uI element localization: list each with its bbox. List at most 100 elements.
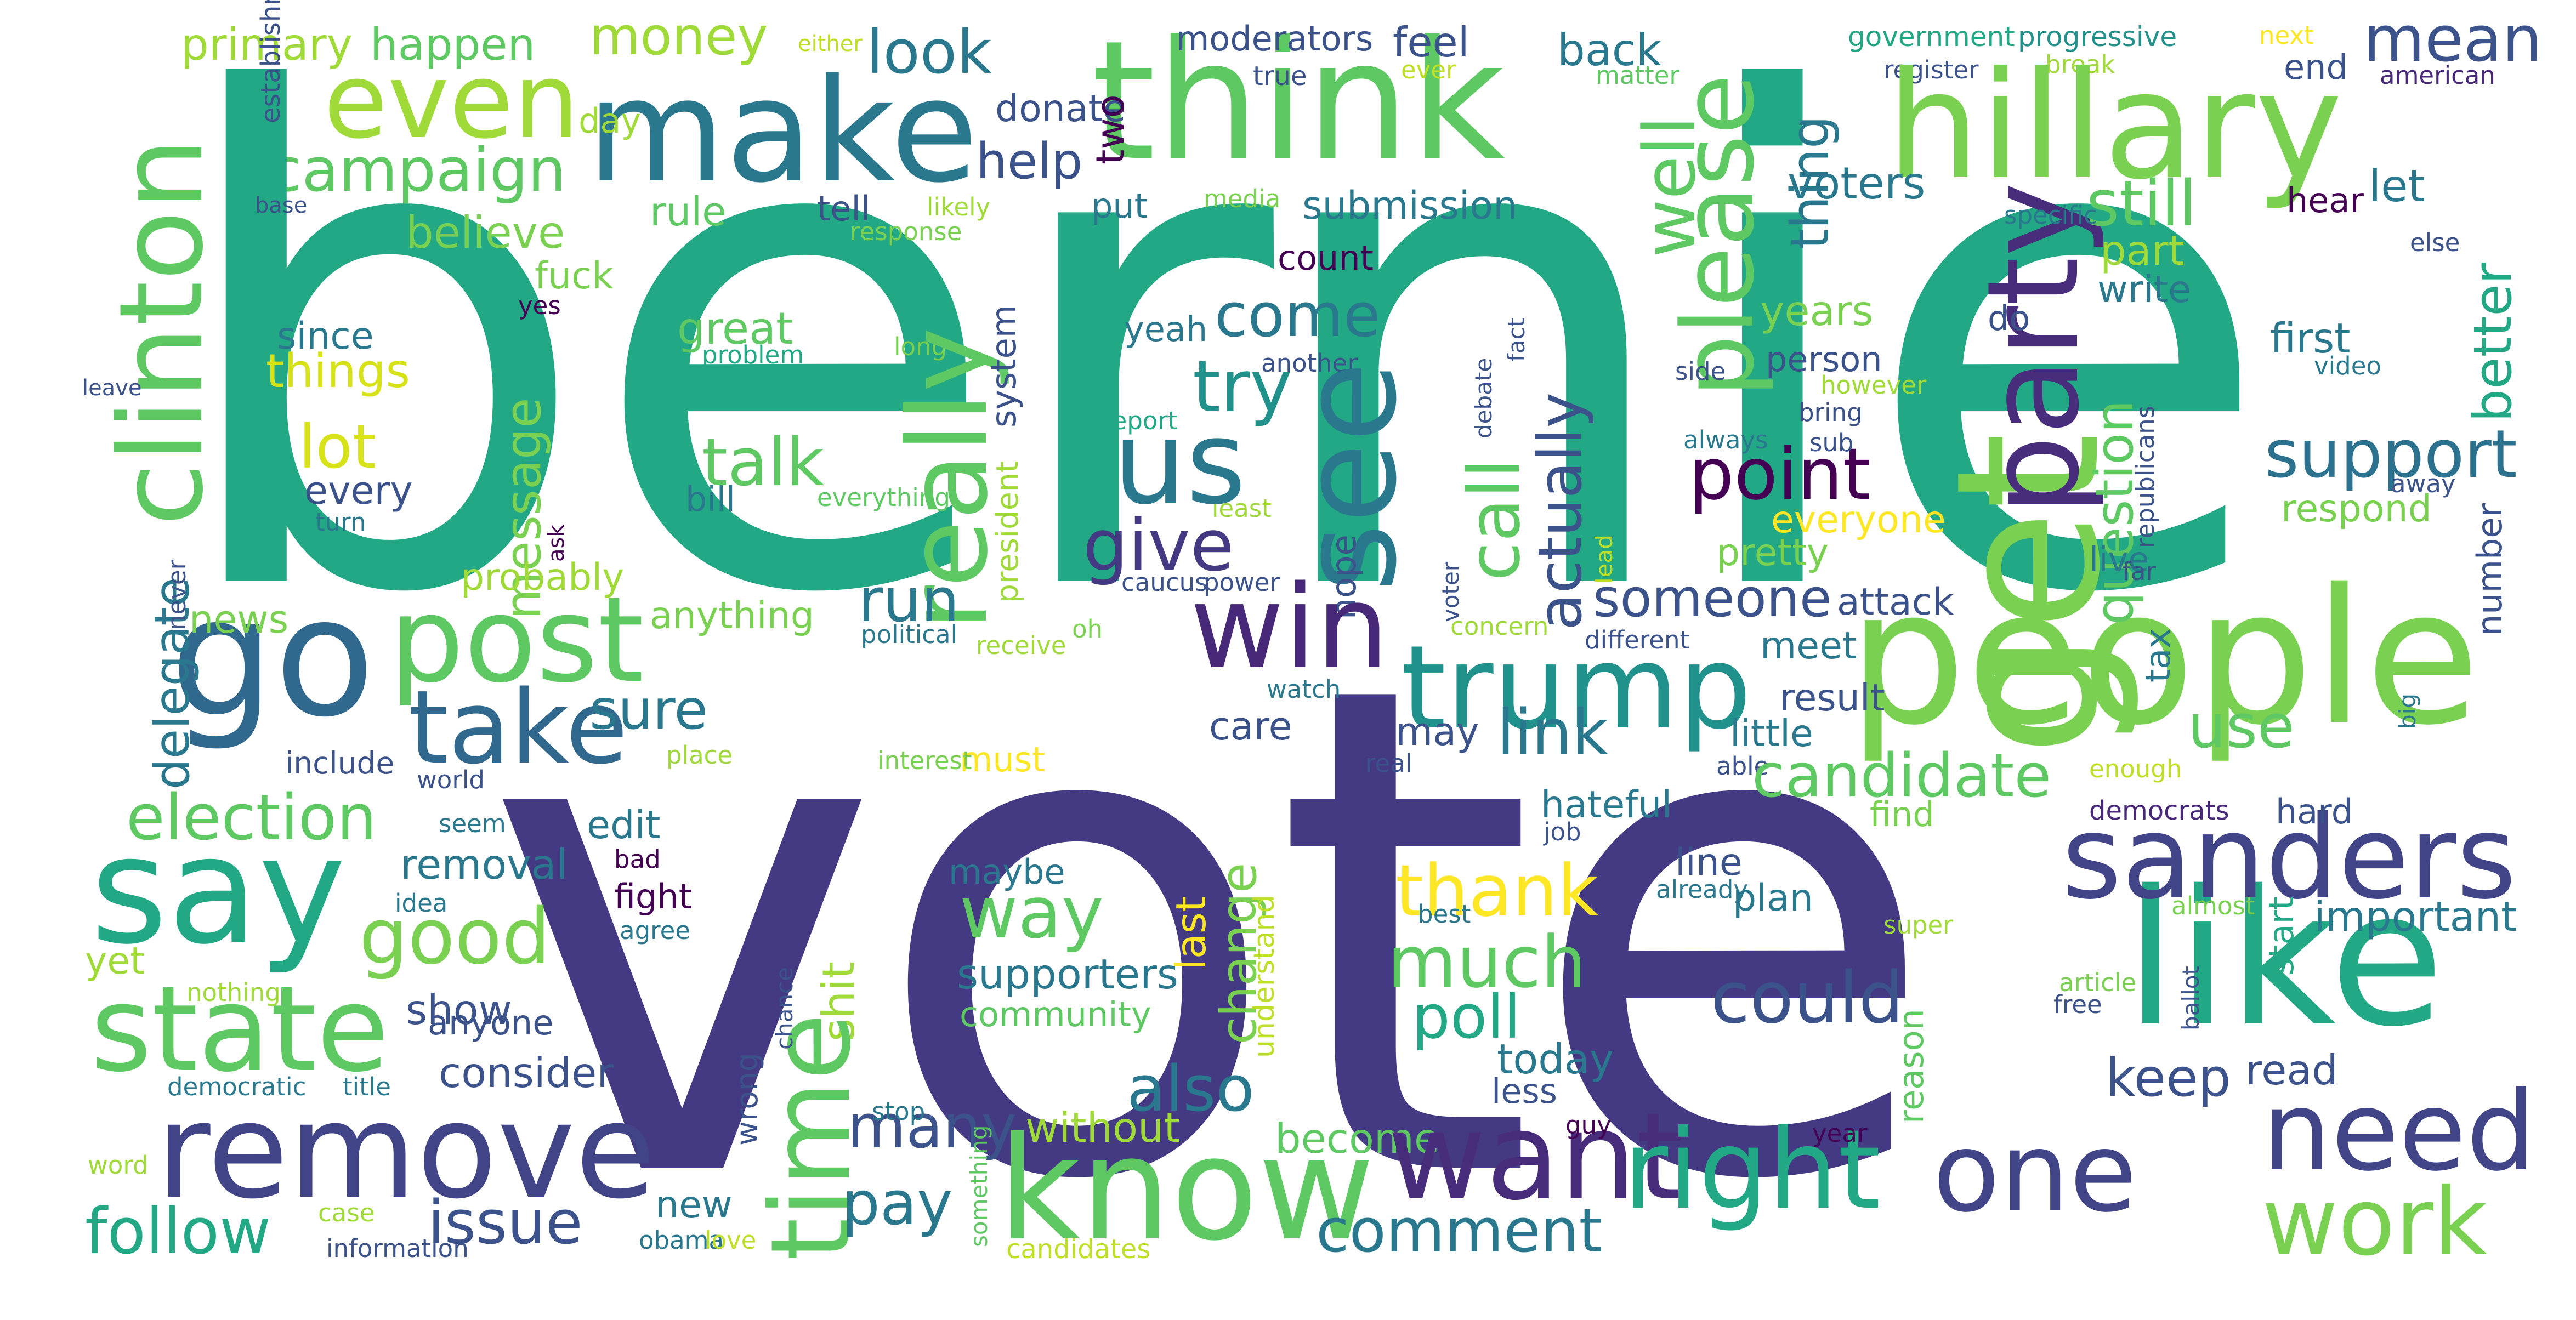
word-however: however [1820,371,1927,400]
word-submission: submission [1302,183,1518,228]
word-pay: pay [842,1168,953,1238]
word-use: use [2188,691,2295,761]
word-hard: bad [614,845,661,874]
word-media: put [1091,186,1148,226]
word-content: real [1365,749,1412,778]
word-lose: part [2100,226,2185,275]
word-person: person [1766,339,1882,379]
word-least: report [1102,406,1178,435]
word-part: count [1278,238,1374,278]
word-bad: fight [614,877,693,917]
word-though: consider [439,1049,614,1097]
word-able: seem [439,809,506,838]
word-work: work [2262,1168,2488,1277]
word-think: think [1091,5,1505,197]
word-matter: ever [1401,55,1456,84]
word-reason: without [1025,1103,1180,1152]
word-probably: president [990,460,1025,603]
word-years: years [1760,287,1874,335]
word-break: break [2045,50,2115,79]
word-bernie: bernie [164,0,2276,741]
word-rule: two [1088,94,1133,164]
word-do: do [1988,298,2030,338]
word-world: interest [877,746,972,775]
word-leave: respond [2281,487,2432,531]
word-likely: media [1204,184,1281,213]
word-let: let [2369,161,2425,212]
word-side: side [1675,357,1726,386]
word-point: point [1689,433,1871,516]
word-become: information [326,1234,469,1263]
word-must: able [1716,752,1769,781]
word-may: little [1730,712,1813,755]
word-moderators: moderators [1176,19,1374,59]
word-nothing: understand [1248,895,1281,1058]
word-free: year [1812,1119,1868,1148]
word-every: number [2470,503,2510,636]
word-best: start [2261,896,2301,976]
word-true: true [1253,61,1307,92]
word-happen: happen [370,19,536,70]
word-democrats: hard [2276,792,2353,832]
word-line: best [1417,900,1471,929]
word-dnc: tax [2138,628,2178,682]
word-always: always [1683,425,1768,454]
word-tax: meet [1760,624,1857,668]
word-live: everyone [1771,498,1946,542]
word-first: first [2270,314,2351,362]
word-back: back [1557,25,1662,76]
word-register: register [1883,55,1979,84]
word-caucus: least [1212,494,1272,523]
word-guy: new [655,1184,733,1227]
word-since: since [277,315,374,358]
word-republicans: republicans [2131,405,2160,548]
word-progressive: progressive [2018,21,2177,53]
word-talk: talk [702,425,825,501]
word-donate: day [578,101,642,141]
word-make: make [587,49,978,214]
word-oh: receive [976,631,1066,660]
word-trump: trump [1401,621,1752,755]
word-run: run [858,565,960,635]
word-money: money [589,7,768,67]
word-chance: ballot [2177,966,2204,1031]
word-man: matter [1596,61,1679,90]
word-election: election [126,781,377,855]
word-fact: fact [1503,317,1530,362]
word-also: also [1127,1052,1255,1126]
word-candidate: candidate [1752,741,2052,811]
word-thank: thank [1395,849,1599,932]
word-try: try [1193,345,1292,428]
word-great: great [677,303,793,354]
word-hope: power [1204,568,1280,597]
word-bill: turn [315,508,366,537]
word-watch: oh [1072,615,1103,644]
word-fight: maybe [949,852,1065,892]
word-bring: bring [1798,398,1863,427]
word-yet: chance [771,967,798,1050]
word-meet: live [2089,539,2149,579]
word-number: bill [685,479,736,519]
word-without: case [318,1198,375,1227]
word-ever: either [798,31,863,56]
word-like: like [2125,851,2444,1068]
word-almost: nothing [186,978,281,1007]
word-know: know [998,1107,1375,1272]
word-feel: feel [1393,18,1469,66]
word-much: much [1387,920,1586,1004]
word-sure: sure [589,678,708,742]
word-might: care [1209,704,1292,749]
word-yeah: yeah [1124,309,1208,349]
word-better: better [2463,263,2523,422]
word-day: establishment [256,0,286,123]
word-win: win [1190,560,1389,695]
word-wrong: free [2053,990,2102,1019]
word-less: stop [872,1097,926,1126]
word-enough: edit [587,803,661,847]
word-voters: voters [1788,158,1926,209]
word-video: video [2314,351,2381,380]
word-little: include [285,746,395,781]
word-problem: problem [702,340,804,369]
word-even: even [324,41,580,162]
